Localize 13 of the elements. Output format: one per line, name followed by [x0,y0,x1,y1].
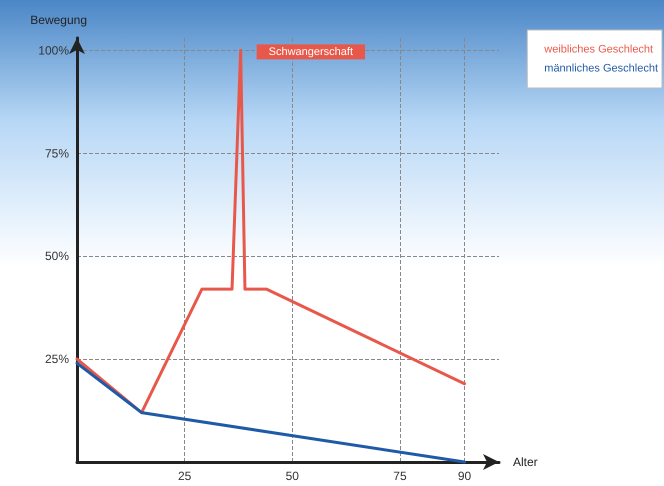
y-tick-label: 50% [44,249,70,264]
y-tick-label: 25% [44,352,70,366]
text: männliches Geschlecht [544,62,658,74]
x-tick-label: 75 [393,469,407,483]
y-axis-title: Bewegung [30,13,87,27]
text: weibliches Geschlecht [543,44,654,56]
x-axis-title: Alter [513,455,538,469]
x-tick-label: 90 [458,469,472,483]
x-tick-label: 50 [286,469,300,483]
y-tick-label: 75% [44,146,70,160]
annotation: Schwangerschaft [268,46,354,58]
x-tick-label: 25 [178,469,192,483]
y-tick-label: 100% [38,43,70,58]
